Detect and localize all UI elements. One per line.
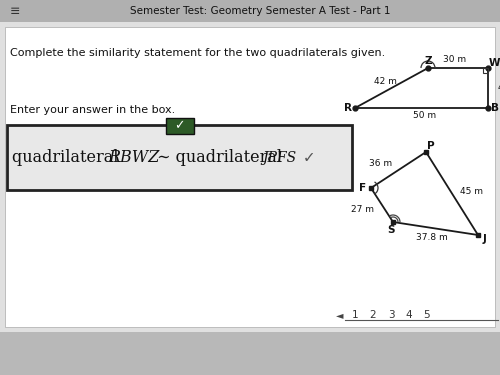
Bar: [7, 125, 352, 190]
Text: Complete the similarity statement for the two quadrilaterals given.: Complete the similarity statement for th…: [10, 48, 385, 58]
Text: ✓: ✓: [298, 150, 316, 165]
Text: 50 m: 50 m: [414, 111, 436, 120]
Bar: [483, 68, 488, 73]
Bar: [0, 22, 500, 332]
Text: 42 m: 42 m: [374, 78, 396, 87]
Text: Z: Z: [424, 56, 432, 66]
Text: S: S: [387, 225, 395, 235]
Text: JPFS: JPFS: [262, 151, 296, 165]
Bar: [0, 332, 500, 375]
Text: 45 m: 45 m: [460, 188, 483, 196]
Text: F: F: [360, 183, 366, 193]
Text: RBWZ: RBWZ: [108, 150, 160, 166]
Text: 37.8 m: 37.8 m: [416, 234, 448, 243]
Text: ∼ quadrilateral: ∼ quadrilateral: [152, 150, 287, 166]
Bar: [5, 27, 495, 327]
Text: 5: 5: [424, 310, 430, 320]
Text: R: R: [344, 103, 352, 113]
Text: ✓: ✓: [174, 120, 185, 132]
Bar: [166, 118, 194, 134]
Text: 27 m: 27 m: [351, 206, 374, 214]
Text: B: B: [491, 103, 499, 113]
Text: 3: 3: [388, 310, 394, 320]
Text: 4: 4: [406, 310, 412, 320]
Text: Enter your answer in the box.: Enter your answer in the box.: [10, 105, 175, 115]
Text: quadrilateral: quadrilateral: [12, 150, 124, 166]
Text: 30 m: 30 m: [444, 56, 466, 64]
Text: 36 m: 36 m: [369, 159, 392, 168]
Text: J: J: [483, 234, 487, 244]
Text: W: W: [488, 58, 500, 68]
Text: ◄: ◄: [336, 310, 344, 320]
Text: 40 m: 40 m: [498, 84, 500, 93]
Text: 1: 1: [352, 310, 358, 320]
Text: P: P: [427, 141, 435, 151]
Text: ≡: ≡: [10, 4, 20, 18]
Bar: [0, 0, 500, 22]
Text: 2: 2: [370, 310, 376, 320]
Text: Semester Test: Geometry Semester A Test - Part 1: Semester Test: Geometry Semester A Test …: [130, 6, 390, 16]
